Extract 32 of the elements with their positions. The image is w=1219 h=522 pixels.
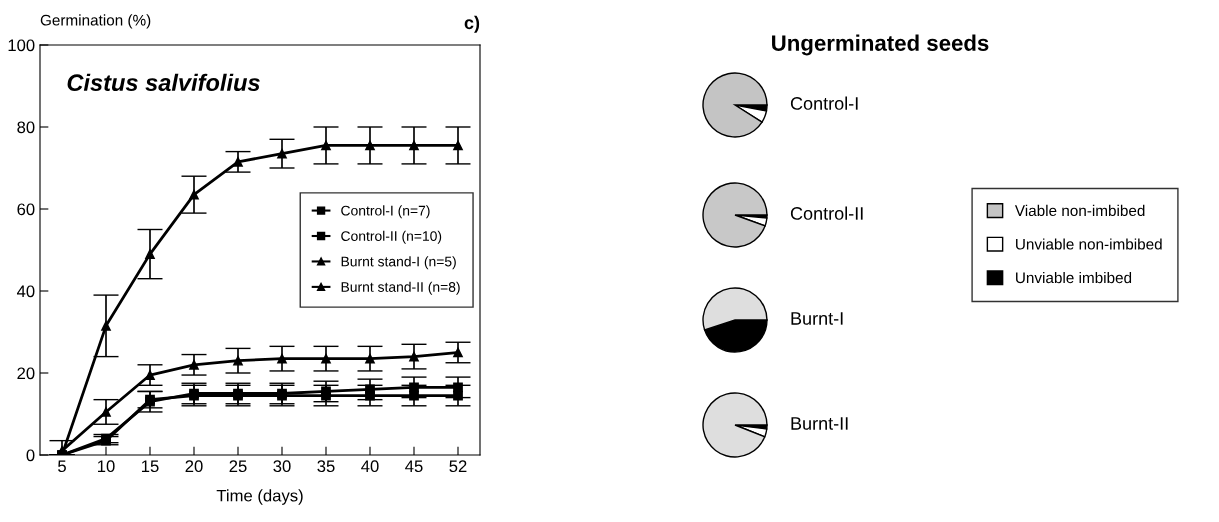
text: Burnt-II	[791, 417, 848, 430]
legend-label: Burnt stand-I (n=5)	[341, 256, 456, 270]
y-tick-label: 20	[17, 367, 35, 380]
text: Burnt-I	[791, 312, 843, 325]
x-tick-label: 40	[361, 460, 379, 473]
legend-label: Viable non-imbibed	[1014, 204, 1145, 217]
x-tick-label: 5	[58, 460, 66, 473]
x-tick-label: 30	[273, 460, 291, 473]
chart-title: c)	[464, 15, 480, 33]
text: Control-I	[790, 96, 858, 110]
y-tick-label: 100	[8, 39, 35, 52]
legend-label: Burnt stand-II (n=8)	[341, 281, 460, 295]
legend-label: Control-II (n=10)	[341, 230, 442, 244]
y-tick-label: 60	[17, 203, 35, 216]
chart-title: Ungerminated seeds	[772, 34, 989, 56]
y-axis-title: Germination (%)	[40, 14, 151, 29]
y-tick-label: 40	[16, 285, 35, 298]
legend-label: Unviable imbibed	[1016, 271, 1132, 284]
x-tick-label: 20	[185, 460, 203, 473]
x-axis-title: Time (days)	[216, 489, 303, 505]
y-tick-label: 0	[26, 449, 35, 462]
x-tick-label: 45	[405, 460, 423, 473]
x-tick-label: 35	[317, 460, 335, 473]
x-tick-label: 15	[142, 460, 159, 473]
annotation: Cistus salvifolius	[67, 73, 260, 92]
x-tick-label: 52	[449, 460, 467, 473]
legend-label: Unviable non-imbibed	[1016, 238, 1162, 250]
x-tick-label: 10	[98, 460, 115, 473]
text: Control-II	[790, 206, 863, 220]
legend-label: Control-I (n=7)	[341, 205, 430, 219]
x-tick-label: 25	[229, 460, 247, 473]
y-tick-label: 80	[17, 121, 35, 134]
